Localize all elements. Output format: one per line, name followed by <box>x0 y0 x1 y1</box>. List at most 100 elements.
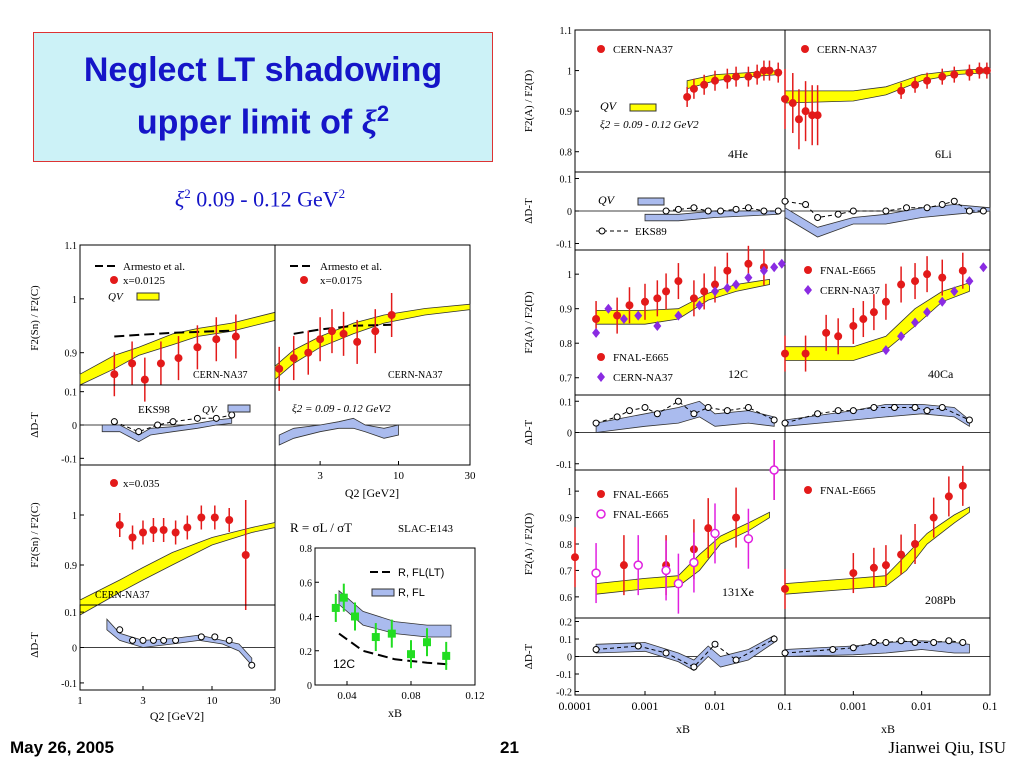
xe-delta-eks-point-1 <box>634 642 642 650</box>
pb-e665-point-5 <box>911 540 920 548</box>
right-left-xtick-label-0: 0.0001 <box>559 699 592 713</box>
pb-shadow-band <box>784 506 970 595</box>
ca-delta-eks-point-0 <box>781 419 789 427</box>
pb-delta-eks-point-9 <box>959 639 967 646</box>
he-label: 4He <box>728 147 748 161</box>
delta-sn-a-eks98-point-0 <box>110 418 118 426</box>
li-point-2 <box>794 115 803 124</box>
slac-r-legend-fl: R, FL <box>398 587 425 599</box>
sn-c-c-point-10 <box>241 551 250 559</box>
sn-c-b-point-2 <box>304 348 313 357</box>
c-delta-eks-point-2 <box>625 407 633 415</box>
li-delta-eks-point-1 <box>802 201 810 208</box>
xi-formula: ξ2 0.09 - 0.12 GeV2 <box>80 186 440 212</box>
sn-c-a-ytick-1-label: 1 <box>72 295 77 306</box>
xe-delta-band <box>595 634 775 671</box>
pb-e665-point-6 <box>929 513 938 522</box>
sn-c-c-ytick-1-label: 1 <box>72 511 77 522</box>
footer-page-number: 21 <box>500 738 519 757</box>
sn-c-c-point-2 <box>138 528 147 537</box>
li-delta-eks-point-4 <box>849 207 857 215</box>
c-na37-point-2 <box>619 314 628 325</box>
delta-sn-c-xtick-label-1: 3 <box>140 695 146 707</box>
c-delta-eks-point-8 <box>723 407 731 415</box>
delta-sn-c-eks-point-8 <box>225 636 233 644</box>
he-delta-eks-point-0 <box>662 207 670 215</box>
c-delta-eks-point-5 <box>674 397 682 405</box>
pb-delta-eks-point-7 <box>930 639 938 646</box>
sn-c-a-ylabel: F2(Sn) / F2(C) <box>29 285 41 351</box>
li-delta-eks-point-7 <box>923 204 931 212</box>
sn-c-b-point-8 <box>387 311 396 319</box>
ca-na37-point-1 <box>897 331 906 342</box>
pb-e665-point-1 <box>849 569 858 578</box>
he-delta-eks-point-4 <box>717 207 725 215</box>
slac-r-ytick-1-label: 0.2 <box>300 647 313 658</box>
xe-delta-eks-point-6 <box>770 635 778 643</box>
li-delta-band <box>784 204 991 238</box>
c-e665-point-11 <box>744 259 753 268</box>
delta-sn-c-eks-point-3 <box>149 636 157 644</box>
ca-na37-point-5 <box>950 286 959 297</box>
title-line-2: upper limit of ξ2 <box>137 92 389 145</box>
li-point-11 <box>965 68 974 77</box>
c-e665-point-6 <box>674 277 683 286</box>
slac-r-point-7 <box>442 651 451 660</box>
li-delta-eks-point-9 <box>950 197 958 205</box>
right-row3-delta-ytick-0-label: 0.2 <box>560 618 573 629</box>
row1-delta-legend-qv: QV <box>598 193 616 207</box>
right-row3-delta-ylabel: ΔD-T <box>523 644 535 670</box>
c-delta-eks-point-7 <box>704 404 712 411</box>
row3-left-legend-e665-open <box>596 509 606 519</box>
footer-author: Jianwei Qiu, ISU <box>888 738 1006 757</box>
delta-sn-c-ytick-2-label: -0.1 <box>61 679 77 690</box>
slac-r-point-4 <box>387 629 396 638</box>
sn-c-c-point-6 <box>183 523 192 532</box>
right-row3-delta-ytick-3-label: -0.1 <box>556 670 572 681</box>
delta-sn-a-qv-band <box>101 417 233 443</box>
xe-e665-point-5 <box>732 513 741 522</box>
right-row2-ytick-1-label: 0.8 <box>560 339 573 350</box>
sn-c-b-legend-armesto: Armesto et al. <box>320 261 382 273</box>
pb-e665-point-2 <box>869 563 878 572</box>
c-na37-point-9 <box>732 279 741 290</box>
sn-c-b-armesto-curve <box>293 323 392 335</box>
ca-e665-point-12 <box>958 266 967 275</box>
ca-na37-point-6 <box>965 276 974 287</box>
right-left-xtick-label-3: 0.1 <box>778 699 793 713</box>
xe-open-point-2 <box>661 565 671 576</box>
he-delta-eks-point-3 <box>704 207 712 215</box>
slide-title-box: Neglect LT shadowing upper limit of ξ2 <box>33 32 493 162</box>
sn-c-a-point-1 <box>128 359 137 368</box>
li-delta-eks-point-5 <box>882 207 890 215</box>
row1-delta-legend-qv-swatch <box>637 197 665 206</box>
slac-r-ytick-0-label: 0 <box>307 681 312 692</box>
row1-right-legend-cern: CERN-NA37 <box>817 44 877 56</box>
pb-delta-eks-point-4 <box>882 639 890 646</box>
li-point-7 <box>911 80 920 89</box>
pb-delta-eks-point-5 <box>897 637 905 645</box>
slac-r-point-1 <box>339 593 348 602</box>
delta-sn-a-eks98-point-4 <box>193 414 201 422</box>
li-point-0 <box>781 94 789 103</box>
delta-sn-a-eks98-point-2 <box>154 421 162 429</box>
xe-open-point-5 <box>710 528 720 539</box>
xe-delta-eks-point-3 <box>690 663 698 671</box>
sn-c-a-point-5 <box>193 343 202 352</box>
right-row1-ytick-3-label: 1.1 <box>560 26 573 37</box>
sn-c-c-point-8 <box>210 513 219 522</box>
right-row1-ytick-0-label: 0.8 <box>560 148 573 159</box>
delta-sn-b-xtick-label-1: 10 <box>393 470 405 482</box>
sn-c-c-shadow-band <box>79 522 276 616</box>
formula-value: 0.09 - 0.12 GeV <box>196 186 339 212</box>
row2-right-legend-e665: FNAL-E665 <box>820 265 876 277</box>
sn-c-a-point-2 <box>140 375 149 384</box>
c-e665-point-10 <box>723 266 732 275</box>
slac-r-point-6 <box>423 638 431 647</box>
right-row2-ylabel: F2(A) / F2(D) <box>523 291 535 354</box>
right-left-xtick-label-1: 0.001 <box>632 699 659 713</box>
right-left-xlabel: xB <box>676 722 690 736</box>
sn-c-b-point-4 <box>327 327 336 336</box>
row2-left-legend-na37-diamond <box>597 372 605 382</box>
